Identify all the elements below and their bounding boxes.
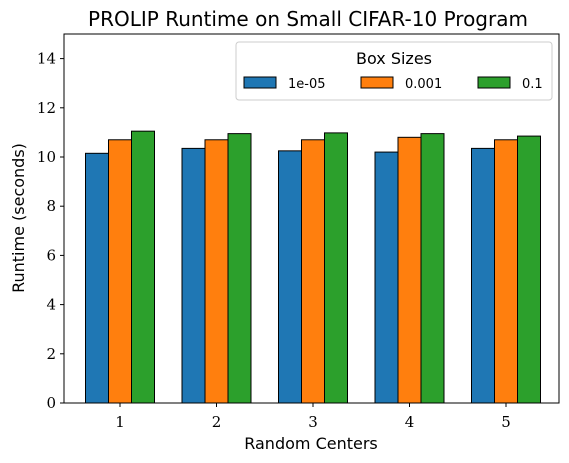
y-tick-label: 4 — [46, 296, 56, 314]
legend-swatch-0.1 — [477, 76, 511, 89]
legend-items: 1e-05 0.001 0.1 — [243, 76, 543, 92]
bar-0.001-center-2 — [204, 139, 229, 404]
bar-1e-05-center-4 — [374, 151, 399, 404]
y-axis-label: Runtime (seconds) — [9, 143, 28, 293]
x-axis-ticks: 1 2 3 4 5 — [115, 403, 511, 431]
legend-label-0.1: 0.1 — [522, 77, 543, 92]
legend: Box Sizes 1e-05 0.001 0.1 — [235, 41, 553, 101]
bar-0.1-center-1 — [131, 130, 155, 404]
bar-0.1-center-2 — [227, 133, 252, 404]
x-tick-label: 3 — [308, 413, 318, 431]
x-axis-label: Random Centers — [244, 434, 378, 453]
bar-1e-05-center-2 — [181, 147, 206, 404]
legend-label-0.001: 0.001 — [405, 77, 442, 92]
legend-box — [235, 41, 553, 101]
legend-label-1e-05: 1e-05 — [288, 77, 326, 92]
chart-title: PROLIP Runtime on Small CIFAR-10 Program — [88, 7, 528, 31]
bar-0.1-center-3 — [324, 132, 348, 404]
y-tick-label: 10 — [37, 148, 56, 166]
legend-title: Box Sizes — [356, 49, 432, 68]
y-tick-label: 8 — [46, 197, 56, 215]
bar-0.001-center-4 — [397, 136, 422, 404]
x-tick-label: 5 — [501, 413, 511, 431]
bar-0.1-center-5 — [517, 135, 541, 404]
plot-frame — [63, 33, 560, 404]
bar-0.001-center-1 — [108, 139, 132, 404]
legend-swatch-1e-05 — [243, 76, 277, 89]
bar-1e-05-center-1 — [85, 152, 109, 404]
bar-1e-05-center-5 — [471, 147, 495, 404]
bar-1e-05-center-3 — [278, 150, 302, 404]
x-tick-label: 1 — [115, 413, 125, 431]
y-tick-label: 2 — [46, 345, 56, 363]
legend-swatch-0.001 — [360, 76, 394, 89]
x-tick-label: 2 — [212, 413, 222, 431]
y-tick-label: 6 — [46, 246, 56, 264]
bars-layer — [85, 130, 541, 404]
bar-0.001-center-5 — [494, 139, 518, 404]
bar-0.001-center-3 — [301, 139, 325, 404]
bar-0.1-center-4 — [420, 133, 445, 404]
y-tick-label: 14 — [37, 50, 56, 68]
y-axis-ticks: 0 2 4 6 8 10 12 14 — [37, 50, 64, 412]
y-tick-label: 12 — [37, 99, 56, 117]
y-tick-label: 0 — [46, 394, 56, 412]
x-tick-label: 4 — [405, 413, 415, 431]
